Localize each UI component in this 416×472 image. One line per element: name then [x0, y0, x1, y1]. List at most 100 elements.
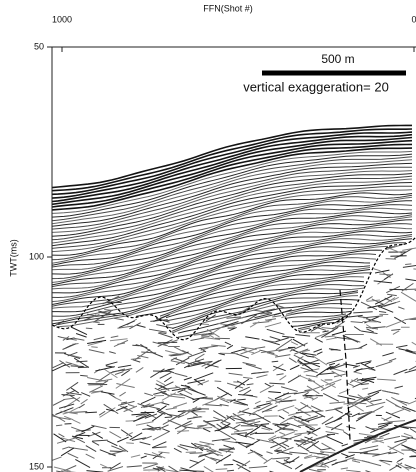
- chaotic-reflector: [165, 469, 182, 472]
- chaotic-reflector: [253, 406, 261, 409]
- chaotic-reflector: [80, 374, 88, 377]
- chaotic-reflector: [304, 436, 316, 442]
- chaotic-reflector: [150, 319, 168, 322]
- chaotic-reflector: [274, 450, 293, 455]
- chaotic-reflector: [63, 353, 81, 359]
- chaotic-reflector: [348, 394, 367, 400]
- deep-reflector: [299, 419, 416, 472]
- chaotic-reflector: [293, 440, 307, 444]
- chaotic-reflector: [181, 407, 201, 413]
- chaotic-reflector: [177, 414, 185, 419]
- chaotic-reflector: [269, 436, 279, 442]
- chaotic-reflector: [53, 466, 71, 472]
- chaotic-reflector: [297, 424, 308, 427]
- chaotic-reflector: [266, 451, 273, 455]
- chaotic-reflector: [408, 365, 416, 371]
- chaotic-reflector: [110, 335, 119, 339]
- chaotic-reflector: [263, 457, 273, 464]
- chaotic-reflector: [78, 403, 85, 409]
- reflector: [52, 194, 413, 261]
- reflector: [52, 156, 413, 222]
- chaotic-reflector: [270, 439, 289, 449]
- chaotic-reflector: [144, 452, 163, 458]
- chaotic-reflector: [294, 431, 313, 435]
- chaotic-reflector: [226, 344, 234, 350]
- chaotic-reflector: [378, 302, 396, 308]
- chaotic-reflector: [217, 395, 226, 400]
- chaotic-reflector: [382, 352, 394, 357]
- chaotic-reflector: [120, 405, 129, 411]
- chaotic-reflector: [229, 398, 236, 403]
- chaotic-reflector: [400, 291, 416, 302]
- reflector: [285, 313, 347, 319]
- chaotic-reflector: [187, 350, 205, 358]
- chaotic-reflector: [157, 341, 178, 344]
- chaotic-reflector: [109, 450, 122, 453]
- chaotic-reflector: [143, 463, 159, 469]
- chaotic-reflector: [170, 357, 178, 361]
- chaotic-reflector: [361, 460, 382, 467]
- chaotic-reflector: [275, 460, 293, 470]
- chaotic-reflector: [67, 351, 78, 357]
- chaotic-reflector: [360, 378, 375, 382]
- chaotic-reflector: [152, 452, 163, 460]
- reflector: [297, 327, 311, 332]
- chaotic-reflector: [389, 440, 408, 451]
- chaotic-reflector: [254, 400, 261, 405]
- chaotic-reflector: [85, 411, 97, 414]
- chaotic-reflector: [72, 435, 84, 440]
- chaotic-reflector: [272, 363, 284, 372]
- chaotic-reflector: [248, 465, 268, 469]
- reflector: [52, 166, 413, 230]
- chaotic-reflector: [360, 383, 369, 386]
- chaotic-reflector: [66, 337, 75, 341]
- chaotic-reflector: [113, 339, 129, 348]
- chaotic-reflector: [393, 368, 408, 376]
- chaotic-reflector: [93, 336, 105, 341]
- chaotic-reflector: [286, 422, 301, 428]
- chaotic-reflector: [164, 376, 172, 383]
- chaotic-reflector: [259, 384, 275, 394]
- chaotic-reflector: [91, 313, 100, 318]
- chaotic-reflector: [52, 362, 65, 369]
- y-axis-label: TWT(ms): [8, 239, 18, 276]
- reflector: [52, 136, 413, 203]
- chaotic-reflector: [215, 468, 228, 471]
- chaotic-reflector: [73, 357, 90, 368]
- reflector: [52, 150, 413, 214]
- chaotic-reflector: [146, 424, 158, 431]
- reflector: [285, 310, 353, 317]
- chaotic-reflector: [98, 311, 114, 315]
- y-tick-label: 100: [29, 251, 44, 261]
- chaotic-reflector: [363, 315, 384, 319]
- chaotic-reflector: [135, 413, 147, 418]
- chaotic-reflector: [193, 378, 204, 386]
- reflector: [165, 280, 365, 319]
- chaotic-reflector: [187, 416, 201, 420]
- chaotic-reflector: [187, 379, 205, 384]
- chaotic-reflector: [249, 449, 263, 457]
- chaotic-reflector: [226, 382, 244, 389]
- chaotic-reflector: [233, 428, 254, 433]
- chaotic-reflector: [235, 420, 255, 424]
- chaotic-reflector: [118, 400, 135, 406]
- chaotic-reflector: [218, 352, 225, 356]
- chaotic-reflector: [388, 358, 397, 362]
- chaotic-reflector: [237, 398, 246, 401]
- chaotic-reflector: [294, 407, 311, 417]
- chaotic-reflector: [252, 450, 268, 462]
- chaotic-reflector: [356, 376, 377, 381]
- chaotic-reflector: [232, 417, 248, 422]
- chaotic-reflector: [297, 419, 306, 425]
- chaotic-reflector: [156, 323, 175, 330]
- chaotic-reflector: [377, 422, 393, 428]
- reflector: [52, 147, 413, 211]
- chaotic-reflector: [355, 360, 372, 365]
- chaotic-reflector: [319, 372, 336, 375]
- chaotic-reflector: [92, 321, 100, 324]
- chaotic-reflector: [341, 443, 349, 447]
- reflector: [159, 276, 365, 319]
- chaotic-reflector: [173, 357, 192, 365]
- chaotic-reflector: [184, 406, 198, 416]
- reflector: [171, 295, 359, 334]
